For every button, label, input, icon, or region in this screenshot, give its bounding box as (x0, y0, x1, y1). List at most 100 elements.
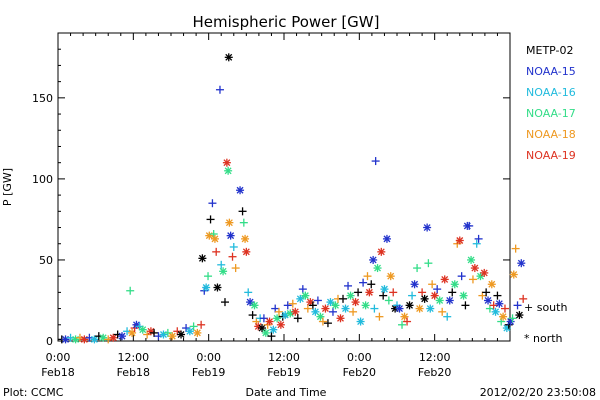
north-point (509, 270, 518, 279)
north-point (219, 267, 228, 276)
south-point (212, 247, 221, 256)
north-point (517, 259, 526, 268)
north-point (269, 325, 278, 334)
south-point (443, 312, 452, 321)
north-point (61, 335, 70, 344)
south-point (493, 291, 502, 300)
south-point (468, 275, 477, 284)
south-point (259, 314, 268, 323)
north-point (506, 317, 515, 326)
north-point (395, 304, 404, 313)
south-point (215, 85, 224, 94)
south-point (413, 264, 422, 273)
south-point (349, 307, 358, 316)
north-point (445, 296, 454, 305)
north-point (369, 255, 378, 264)
south-point (228, 252, 237, 261)
south-point (217, 260, 226, 269)
south-point (379, 291, 388, 300)
north-point (346, 291, 355, 300)
south-point (150, 328, 159, 337)
y-axis-label: P [GW] (1, 168, 14, 206)
south-point (424, 259, 433, 268)
north-point (273, 314, 282, 323)
legend-north: * north (524, 332, 563, 345)
north-point (351, 298, 360, 307)
south-point (220, 298, 229, 307)
north-point (225, 218, 234, 227)
north-point (415, 304, 424, 313)
north-point (301, 291, 310, 300)
south-point (267, 332, 276, 341)
south-point (239, 218, 248, 227)
north-point (276, 320, 285, 329)
chart-title: Hemispheric Power [GW] (193, 13, 380, 31)
south-point (244, 288, 253, 297)
north-point (193, 328, 202, 337)
legend-item: NOAA-16 (526, 86, 576, 99)
south-point (448, 288, 457, 297)
south-point (308, 301, 317, 310)
south-point (398, 320, 407, 329)
north-point (515, 311, 524, 320)
north-point (242, 247, 251, 256)
north-point (499, 312, 508, 321)
x-axis-label: Date and Time (246, 386, 327, 399)
south-point (375, 312, 384, 321)
north-point (90, 335, 99, 344)
north-point (185, 327, 194, 336)
north-point (226, 231, 235, 240)
north-point (356, 317, 365, 326)
north-point (138, 325, 147, 334)
south-point (209, 230, 218, 239)
south-point (274, 307, 283, 316)
south-point (231, 264, 240, 273)
y-tick-label: 150 (32, 92, 53, 105)
legend-item: NOAA-17 (526, 107, 576, 120)
data-points (57, 53, 528, 344)
x-tick-date: Feb18 (117, 366, 150, 379)
south-point (428, 280, 437, 289)
south-point (293, 314, 302, 323)
y-axis: 0 50 100 150 (32, 48, 510, 348)
north-point (224, 166, 233, 175)
north-point (435, 296, 444, 305)
y-tick-label: 100 (32, 173, 53, 186)
north-point (159, 330, 168, 339)
north-point (222, 158, 231, 167)
south-point (354, 288, 363, 297)
x-tick-date: Feb19 (192, 366, 225, 379)
south-point (482, 288, 491, 297)
south-point (489, 301, 498, 310)
south-point (318, 317, 327, 326)
north-point (405, 301, 414, 310)
legend-south: + south (524, 301, 567, 314)
north-point (210, 234, 219, 243)
north-point (495, 299, 504, 308)
south-point (197, 320, 206, 329)
north-point (484, 296, 493, 305)
north-point (467, 255, 476, 264)
north-point (99, 333, 108, 342)
north-point (198, 254, 207, 263)
south-point (288, 299, 297, 308)
x-tick-time: 12:00 (268, 351, 300, 364)
south-point (408, 291, 417, 300)
x-tick-time: 12:00 (419, 351, 451, 364)
x-tick-time: 12:00 (117, 351, 149, 364)
south-point (208, 199, 217, 208)
north-point (261, 328, 270, 337)
north-point (168, 332, 177, 341)
south-point (500, 304, 509, 313)
north-point (246, 298, 255, 307)
south-point (433, 285, 442, 294)
north-point (250, 301, 259, 310)
legend-item: NOAA-18 (526, 128, 576, 141)
north-point (440, 275, 449, 284)
north-point (426, 304, 435, 313)
north-point (331, 301, 340, 310)
legend-item: NOAA-19 (526, 149, 576, 162)
y-tick-label: 50 (39, 254, 53, 267)
south-point (403, 317, 412, 326)
